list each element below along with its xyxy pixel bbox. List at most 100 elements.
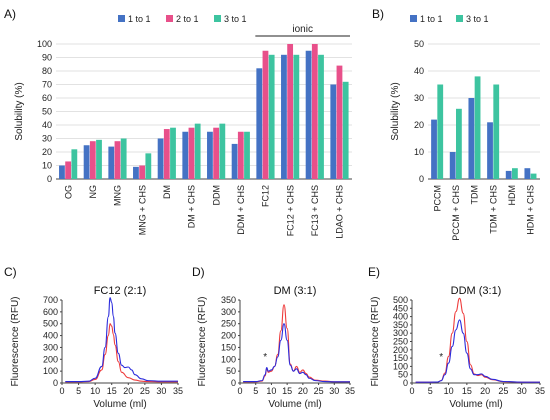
series-line	[65, 323, 178, 383]
bar	[281, 54, 287, 179]
x-tick-label: 0	[237, 386, 242, 396]
x-tick-label: PCCM + CHS	[451, 185, 461, 241]
y-tick-label: 100	[43, 366, 58, 376]
y-tick-label: 70	[42, 80, 52, 90]
x-tick-label: 30	[329, 386, 339, 396]
y-tick-label: 200	[393, 345, 408, 355]
y-tick-label: 50	[414, 39, 424, 49]
bar	[139, 165, 146, 179]
y-tick-label: 200	[43, 354, 58, 364]
y-tick-label: 600	[43, 307, 58, 317]
bar	[188, 127, 195, 179]
bar	[59, 165, 65, 179]
y-tick-label: 80	[42, 66, 52, 76]
x-tick-label: 15	[107, 386, 117, 396]
bar	[237, 131, 244, 179]
panel-label: B)	[372, 7, 384, 21]
legend-swatch	[410, 15, 417, 22]
y-axis-label: Solubility (%)	[14, 82, 25, 140]
y-tick-label: 20	[414, 120, 424, 130]
x-tick-label: 20	[123, 386, 133, 396]
y-tick-label: 300	[393, 328, 408, 338]
series-line	[243, 323, 350, 383]
chart-title: DDM (3:1)	[451, 285, 502, 297]
y-tick-label: 0	[53, 378, 58, 388]
bar	[120, 138, 127, 179]
bar	[244, 131, 250, 179]
bar	[145, 153, 152, 179]
bar	[336, 65, 343, 179]
bar	[96, 139, 102, 179]
x-tick-label: 15	[462, 386, 472, 396]
legend-label: 1 to 1	[420, 14, 443, 24]
x-tick-label: DM + CHS	[187, 185, 197, 228]
y-tick-label: 50	[42, 107, 52, 117]
x-tick-label: 0	[59, 386, 64, 396]
bar	[133, 166, 139, 179]
x-axis-label: Volume (ml)	[93, 399, 146, 410]
chart-title: DM (3:1)	[274, 285, 317, 297]
x-tick-label: FC12	[261, 185, 271, 207]
bracket-label: ionic	[292, 24, 313, 35]
x-tick-label: LDAO + CHS	[335, 185, 345, 239]
legend-swatch	[214, 15, 221, 22]
legend-swatch	[166, 15, 173, 22]
panel-label: A)	[4, 7, 16, 21]
bar	[512, 168, 518, 179]
y-tick-label: 10	[42, 161, 52, 171]
bar	[468, 98, 475, 179]
x-axis-label: Volume (ml)	[268, 399, 321, 410]
bar	[182, 131, 189, 179]
bar	[219, 123, 226, 179]
y-tick-label: 350	[221, 295, 236, 305]
x-tick-label: 35	[345, 386, 355, 396]
bar	[293, 54, 300, 179]
x-tick-label: 20	[298, 386, 308, 396]
y-tick-label: 0	[403, 378, 408, 388]
chart-title: FC12 (2:1)	[94, 285, 147, 297]
panel-label: C)	[4, 265, 17, 279]
x-tick-label: 25	[140, 386, 150, 396]
bar	[256, 68, 263, 179]
chart-E: E)DDM (3:1)05010015020025030035040045050…	[368, 265, 545, 410]
x-tick-label: 10	[90, 386, 100, 396]
bar	[170, 127, 176, 179]
bar	[330, 84, 337, 179]
y-axis-label: Solubility (%)	[390, 82, 401, 140]
x-tick-label: 30	[156, 386, 166, 396]
y-tick-label: 10	[414, 147, 424, 157]
y-tick-label: 40	[42, 120, 52, 130]
x-tick-label: 0	[409, 386, 414, 396]
x-tick-label: 25	[498, 386, 508, 396]
annotation-label: *	[439, 352, 443, 363]
y-axis-label: Fluorescence (RFU)	[197, 296, 208, 386]
bar	[493, 84, 500, 179]
x-tick-label: 35	[173, 386, 183, 396]
x-axis-label: Volume (ml)	[449, 399, 502, 410]
y-tick-label: 450	[393, 303, 408, 313]
series-line	[415, 297, 540, 383]
bar	[287, 44, 294, 179]
x-tick-label: TDM	[470, 185, 480, 205]
bar	[194, 123, 201, 179]
bar	[318, 54, 324, 179]
bar	[89, 141, 96, 179]
x-tick-label: TDM + CHS	[488, 185, 498, 234]
bar	[108, 146, 115, 179]
x-tick-label: FC13 + CHS	[310, 185, 320, 236]
x-tick-label: HDM	[507, 185, 517, 206]
x-tick-label: DDM	[211, 185, 221, 206]
bar	[207, 131, 213, 179]
bar	[213, 127, 220, 179]
x-tick-label: 10	[444, 386, 454, 396]
annotation-label: *	[263, 352, 267, 363]
y-tick-label: 20	[42, 147, 52, 157]
y-tick-label: 30	[414, 93, 424, 103]
x-tick-label: DDM + CHS	[236, 185, 246, 235]
bar	[342, 81, 349, 179]
legend-label: 3 to 1	[466, 14, 489, 24]
x-tick-label: 20	[480, 386, 490, 396]
x-tick-label: MNG	[113, 185, 123, 206]
